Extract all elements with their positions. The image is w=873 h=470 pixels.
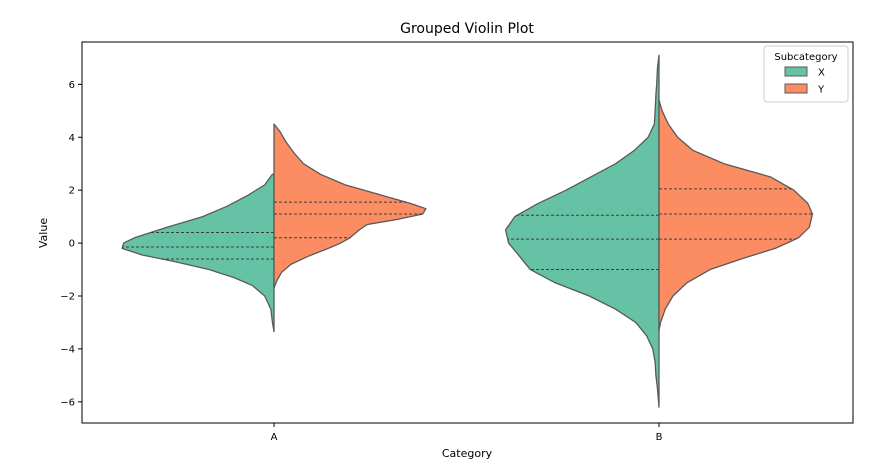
legend-title: Subcategory (774, 52, 837, 63)
legend-swatch (784, 66, 808, 77)
y-tick-label: 0 (69, 239, 75, 250)
y-axis: −6 −4 −2 0 2 4 6 (60, 80, 82, 408)
x-tick-label: B (656, 432, 663, 443)
violin-B-Y (658, 99, 814, 332)
y-tick-label: −6 (60, 397, 75, 408)
plot-area (121, 54, 814, 408)
legend-label: Y (817, 85, 825, 96)
violin-B-X (504, 54, 660, 408)
y-tick-label: −2 (60, 292, 75, 303)
y-tick-label: 2 (69, 186, 75, 197)
legend: Subcategory XY (763, 45, 849, 103)
x-axis-label: Category (442, 447, 493, 460)
chart-title: Grouped Violin Plot (400, 21, 534, 37)
x-tick-label: A (271, 432, 278, 443)
legend-swatch (784, 83, 808, 94)
legend-label: X (818, 68, 825, 79)
y-tick-label: −4 (60, 344, 75, 355)
y-tick-label: 4 (69, 133, 75, 144)
y-tick-label: 6 (69, 80, 75, 91)
y-axis-label: Value (37, 218, 50, 248)
violin-A-Y (273, 123, 427, 289)
violin-A-X (121, 173, 275, 333)
plot-frame (81, 41, 854, 424)
